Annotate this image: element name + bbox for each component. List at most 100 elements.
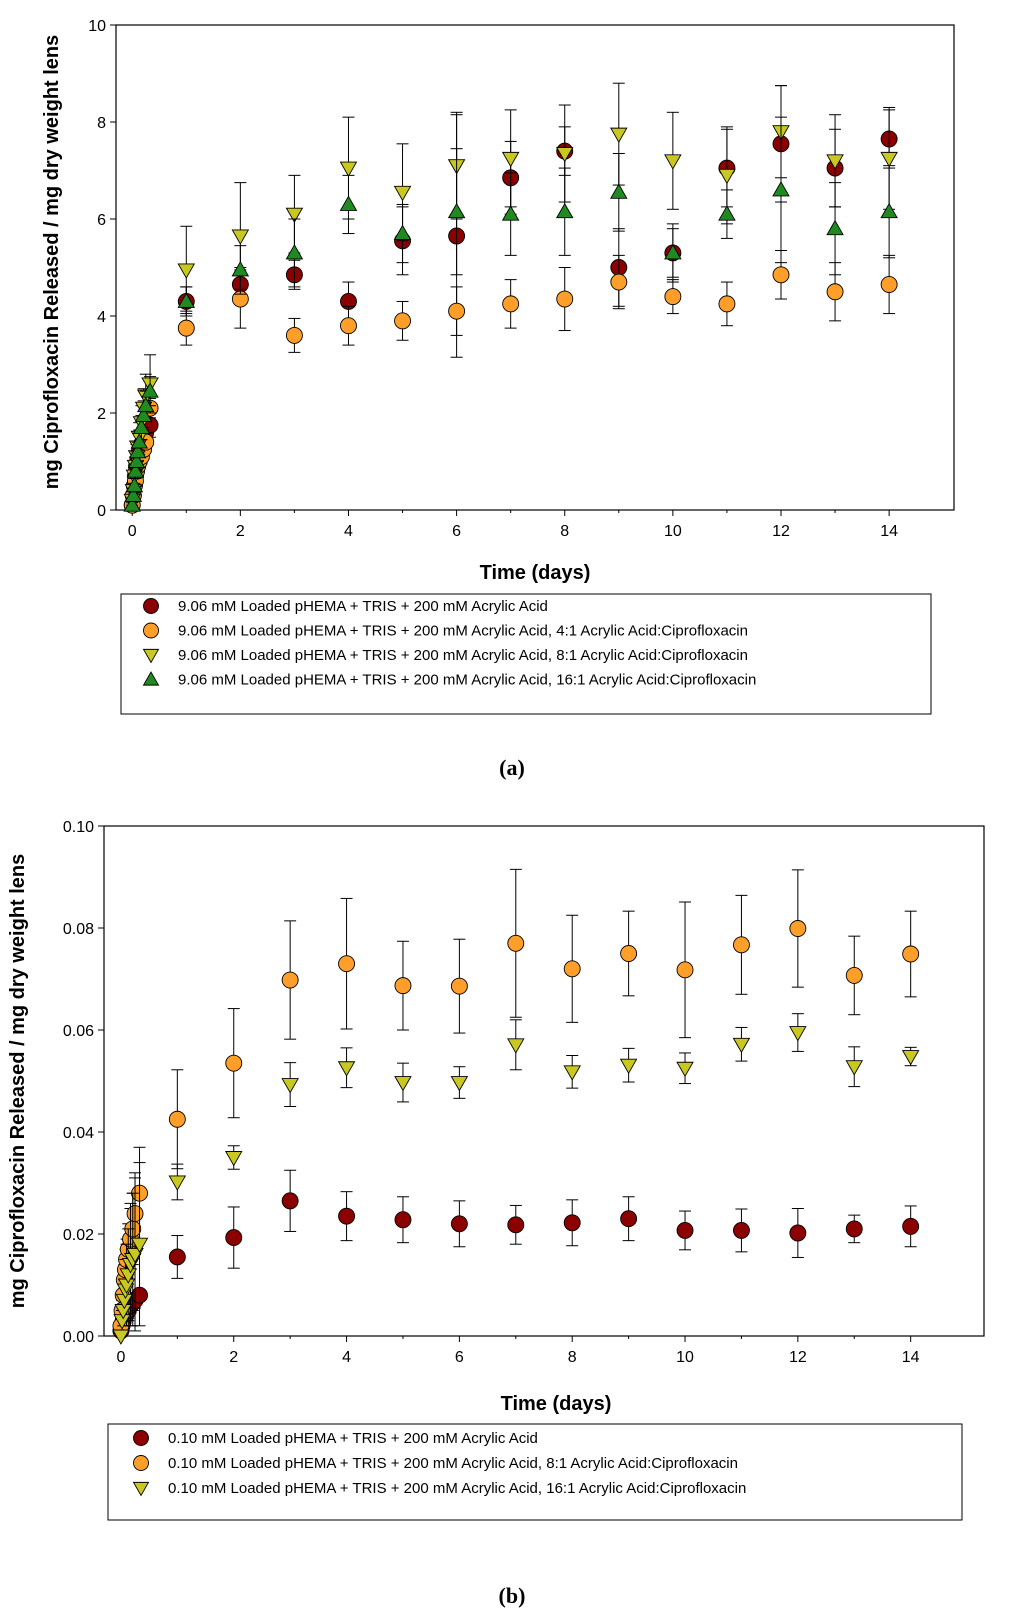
- data-point: [507, 1038, 525, 1054]
- data-point: [732, 1037, 751, 1054]
- axis-ticks-a: 0 2 4 6 8 10 12 14 0 2 4 6 8 10: [88, 18, 898, 540]
- data-point: [507, 1216, 525, 1234]
- data-point: [285, 326, 303, 344]
- data-point: [501, 205, 520, 221]
- data-point: [718, 168, 736, 185]
- data-point: [340, 317, 357, 335]
- legend-box-b: [107, 1423, 963, 1521]
- series-1: [112, 1169, 920, 1340]
- data-point: [225, 1229, 243, 1247]
- axis-ticks-b: 0 2 4 6 8 10 12 14 0.00 0.02 0.04 0.06 0.08 0.10: [63, 819, 920, 1366]
- legend-entry: 9.06 mM Loaded pHEMA + TRIS + 200 mM Acr…: [178, 623, 748, 640]
- data-point: [772, 266, 790, 284]
- legend-marker: [133, 1430, 149, 1446]
- data-marks-a: [123, 82, 898, 514]
- data-point: [826, 154, 844, 170]
- x-axis-label-b: Time (days): [501, 1393, 612, 1415]
- x-tick-label: 10: [664, 523, 682, 540]
- data-point: [620, 945, 638, 962]
- y-tick-label: 0.08: [63, 921, 94, 938]
- data-point: [168, 1175, 187, 1191]
- x-tick-label: 6: [452, 523, 461, 540]
- data-point: [880, 276, 898, 293]
- data-point: [718, 205, 736, 221]
- y-tick-label: 0.04: [63, 1125, 94, 1142]
- data-point: [281, 971, 299, 989]
- data-point: [339, 195, 358, 211]
- x-tick-label: 8: [568, 1349, 577, 1366]
- data-point: [224, 1151, 243, 1167]
- data-point: [394, 977, 412, 995]
- x-tick-label: 0: [128, 523, 137, 540]
- data-point: [845, 1220, 863, 1238]
- data-point: [447, 202, 466, 219]
- legend-marker: [142, 648, 160, 664]
- data-point: [826, 283, 844, 301]
- data-point: [880, 151, 898, 168]
- x-tick-label: 2: [229, 1349, 238, 1366]
- data-point: [394, 1211, 412, 1229]
- data-point: [393, 185, 412, 202]
- data-point: [394, 312, 411, 330]
- data-point: [394, 1076, 412, 1092]
- legend-entry: 0.10 mM Loaded pHEMA + TRIS + 200 mM Acr…: [168, 1430, 538, 1447]
- data-point: [880, 202, 898, 219]
- data-point: [448, 302, 466, 320]
- data-point: [225, 1054, 243, 1072]
- x-tick-label: 10: [676, 1349, 694, 1366]
- data-point: [507, 934, 525, 952]
- data-point: [563, 960, 581, 978]
- data-point: [664, 154, 682, 170]
- data-point: [772, 180, 790, 197]
- data-point: [901, 1050, 920, 1066]
- data-point: [123, 496, 141, 512]
- data-point: [130, 433, 149, 449]
- data-point: [338, 1207, 356, 1225]
- data-point: [556, 290, 574, 308]
- data-point: [231, 261, 250, 277]
- x-tick-label: 0: [116, 1349, 125, 1366]
- data-point: [285, 244, 304, 260]
- data-point: [789, 1224, 807, 1242]
- data-point: [620, 1210, 638, 1228]
- y-tick-label: 2: [97, 406, 106, 423]
- data-point: [281, 1192, 299, 1210]
- legend-marker: [143, 622, 159, 639]
- legend-marker: [133, 1455, 149, 1471]
- legend-entry: 0.10 mM Loaded pHEMA + TRIS + 200 mM Acr…: [168, 1480, 746, 1497]
- data-point: [231, 229, 250, 245]
- data-point: [610, 127, 628, 144]
- data-marks-b: [112, 868, 920, 1345]
- legend-entry: 0.10 mM Loaded pHEMA + TRIS + 200 mM Acr…: [168, 1455, 738, 1472]
- data-point: [845, 966, 863, 984]
- legend-a: 9.06 mM Loaded pHEMA + TRIS + 200 mM Acr…: [142, 598, 756, 689]
- data-point: [619, 1058, 638, 1075]
- data-point: [125, 476, 144, 493]
- legend-marker: [142, 671, 160, 686]
- data-point: [610, 183, 628, 199]
- data-point: [902, 945, 920, 963]
- data-point: [136, 396, 155, 413]
- panel-b: 0 2 4 6 8 10 12 14 0.00 0.02 0.04 0.06 0.08 0.10 Time…: [7, 819, 985, 1608]
- data-point: [177, 263, 196, 279]
- data-point: [130, 1237, 149, 1254]
- data-point: [902, 1217, 920, 1235]
- y-tick-label: 10: [88, 18, 106, 35]
- data-point: [124, 486, 143, 502]
- data-point: [789, 920, 807, 937]
- x-tick-label: 4: [344, 523, 353, 540]
- x-tick-label: 12: [772, 523, 790, 540]
- data-point: [339, 161, 358, 177]
- legend-marker: [132, 1481, 150, 1497]
- x-tick-label: 14: [880, 523, 898, 540]
- panel-label-b: (b): [499, 1583, 526, 1608]
- data-point: [732, 1221, 750, 1239]
- y-tick-label: 0: [97, 503, 106, 520]
- legend-entry: 9.06 mM Loaded pHEMA + TRIS + 200 mM Acr…: [178, 672, 756, 689]
- series-3: [112, 1013, 920, 1345]
- data-point: [112, 1329, 130, 1345]
- x-axis-label-a: Time (days): [480, 562, 591, 584]
- data-point: [177, 292, 196, 308]
- data-point: [826, 219, 844, 236]
